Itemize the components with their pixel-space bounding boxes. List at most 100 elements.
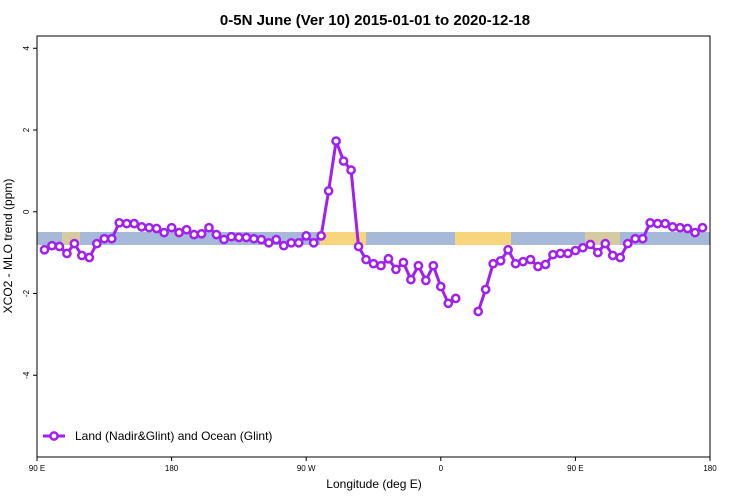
point [637,233,648,244]
x-tick-label: 90 W [297,464,316,473]
point [607,250,618,261]
point [129,218,140,229]
y-tick-label: 4 [22,45,31,50]
point [91,238,102,249]
chart-title: 0-5N June (Ver 10) 2015-01-01 to 2020-12… [220,12,530,29]
point [376,260,386,271]
point [503,244,513,255]
point [413,260,424,271]
point [106,233,117,244]
point [226,231,237,242]
point [166,222,177,233]
point [622,238,633,249]
point [488,258,498,269]
point [443,298,454,309]
point [144,222,155,233]
point [323,186,334,196]
point [54,241,65,252]
legend-marker [49,431,59,441]
x-tick-label: 180 [703,464,717,473]
x-tick-label: 180 [165,464,179,473]
point [383,253,394,264]
point [592,247,603,258]
point [570,245,581,256]
point [652,218,663,229]
point [533,261,543,272]
point [293,237,304,248]
point [159,227,169,238]
x-tick-label: 90 E [29,464,45,473]
point [667,222,678,232]
point [682,223,693,234]
point [99,233,110,244]
point [473,306,484,317]
point [428,260,439,271]
point [301,231,312,241]
point [189,229,199,240]
point [368,258,379,269]
point [435,281,446,292]
point [278,240,289,251]
point [204,222,214,233]
legend-label: Land (Nadir&Glint) and Ocean (Glint) [75,429,272,443]
y-tick-label: -4 [22,371,31,379]
point [361,254,371,265]
point [540,259,551,270]
y-tick-label: 0 [22,209,31,214]
point [256,234,267,245]
point [690,227,700,238]
point [510,258,521,269]
point [555,248,566,259]
point [39,244,50,255]
point [181,224,192,235]
point [660,218,670,229]
point [391,264,401,275]
point [271,234,282,245]
point [495,255,506,266]
point [480,284,491,295]
y-tick-label: 2 [22,127,31,132]
point [353,241,364,252]
point [450,293,461,304]
point [286,237,297,248]
point [697,222,708,233]
point [406,274,416,285]
point [121,218,132,229]
point [263,237,274,248]
x-axis-label: Longitude (deg E) [326,477,421,491]
point [47,240,57,251]
point [645,217,656,228]
y-tick-label: -2 [22,289,31,297]
point [578,242,588,253]
point [346,165,356,175]
point [585,239,596,250]
point [211,229,222,240]
point [136,222,147,232]
x-tick-label: 0 [439,464,444,473]
point [219,234,229,245]
point [563,248,573,259]
point [420,275,431,286]
point [548,249,558,260]
point [316,231,327,241]
point [525,254,536,265]
x-tick-label: 90 E [567,464,583,473]
point [69,238,80,249]
point [600,238,611,249]
point [196,228,207,239]
point [62,248,72,259]
point [114,217,125,228]
band-land [455,232,511,245]
point [77,250,87,261]
point [331,136,341,146]
y-axis-label: XCO2 - MLO trend (ppm) [1,179,15,314]
point [308,237,319,248]
point [518,256,528,267]
point [234,232,244,243]
band-land [320,232,366,245]
point [398,257,409,268]
point [338,156,349,166]
point [630,233,641,244]
